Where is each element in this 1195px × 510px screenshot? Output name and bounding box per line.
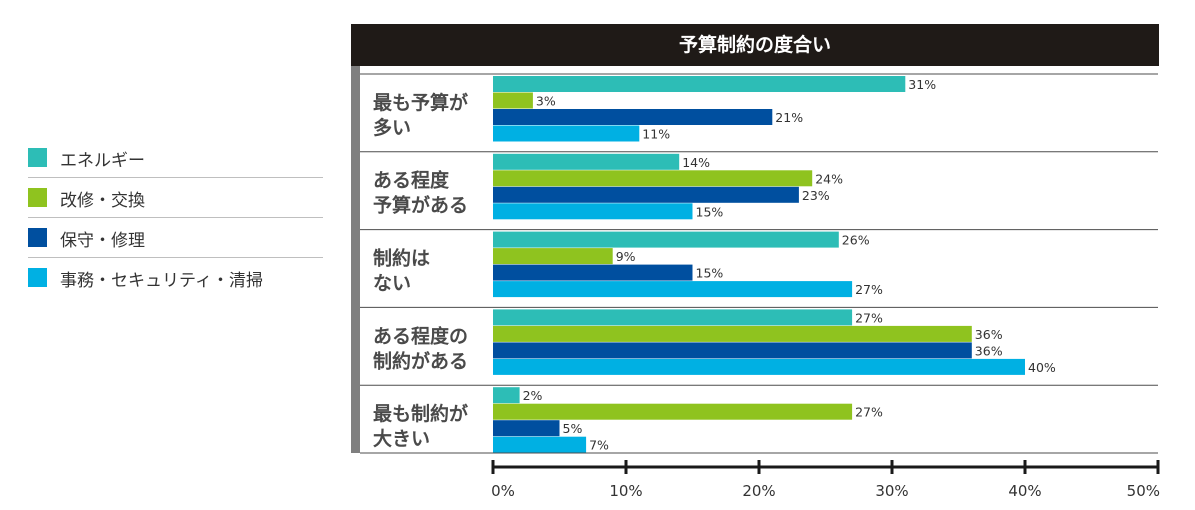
x-tick-label: 30%: [875, 482, 908, 500]
data-label: 9%: [616, 249, 636, 264]
category-label-line: 大きい: [373, 427, 430, 450]
data-label: 11%: [642, 127, 670, 142]
bar: [493, 342, 972, 359]
data-label: 24%: [815, 171, 843, 186]
bar: [493, 281, 853, 298]
data-label: 36%: [975, 327, 1003, 342]
legend: エネルギー 改修・交換 保守・修理 事務・セキュリティ・清掃: [28, 138, 323, 297]
bar: [493, 203, 693, 220]
legend-label-maintenance: 保守・修理: [60, 231, 145, 251]
bar: [493, 92, 533, 109]
data-label: 26%: [842, 233, 870, 248]
bar: [493, 325, 972, 342]
bar: [493, 153, 680, 170]
legend-label-renovation: 改修・交換: [60, 191, 145, 211]
bar: [493, 109, 773, 125]
bar: [493, 170, 813, 187]
data-label: 3%: [536, 94, 556, 109]
legend-swatch-maintenance: [28, 228, 47, 247]
category-label-line: 予算がある: [373, 194, 468, 217]
bar: [493, 125, 640, 142]
data-label: 14%: [682, 155, 710, 170]
bar: [493, 420, 560, 437]
bar: [493, 387, 520, 404]
category-label-line: 制約は: [373, 247, 430, 270]
category-label: 最も制約が大きい: [373, 402, 468, 450]
category-label: ある程度予算がある: [373, 169, 468, 217]
data-label: 7%: [589, 438, 609, 453]
bar: [493, 231, 839, 248]
legend-swatch-office-security-cleaning: [28, 268, 47, 287]
bar: [493, 436, 587, 453]
legend-label-energy: エネルギー: [60, 151, 145, 171]
category-label-line: 多い: [373, 116, 411, 139]
x-tick-label: 10%: [609, 482, 642, 500]
bar: [493, 403, 853, 420]
data-label: 5%: [563, 421, 583, 436]
data-label: 31%: [908, 77, 936, 92]
data-label: 27%: [855, 282, 883, 297]
data-label: 15%: [696, 204, 724, 219]
data-label: 40%: [1028, 360, 1056, 375]
category-label-line: 最も予算が: [373, 91, 468, 114]
bar: [493, 358, 1025, 375]
category-label-line: ある程度の: [373, 324, 468, 347]
bar: [493, 186, 799, 203]
category-label-line: ない: [373, 273, 411, 295]
bar: [493, 309, 853, 326]
category-label: ある程度の制約がある: [373, 324, 468, 372]
legend-item-office-security-cleaning: 事務・セキュリティ・清掃: [28, 258, 323, 297]
data-label: 15%: [696, 266, 724, 281]
x-tick-label: 0%: [491, 482, 515, 500]
panel-left-edge: [351, 66, 360, 453]
category-label: 最も予算が多い: [373, 91, 468, 139]
x-tick-label: 50%: [1127, 482, 1160, 500]
legend-swatch-renovation: [28, 188, 47, 207]
data-label: 27%: [855, 310, 883, 325]
category-label: 制約はない: [373, 247, 430, 295]
category-label-line: 最も制約が: [373, 402, 468, 425]
data-label: 2%: [523, 388, 543, 403]
legend-item-energy: エネルギー: [28, 138, 323, 178]
bar: [493, 264, 693, 281]
bar: [493, 76, 906, 92]
bar: [493, 248, 613, 265]
legend-item-maintenance: 保守・修理: [28, 218, 323, 258]
data-label: 36%: [975, 343, 1003, 358]
data-label: 21%: [775, 110, 803, 125]
legend-label-office-security-cleaning: 事務・セキュリティ・清掃: [60, 271, 263, 291]
category-label-line: ある程度: [373, 169, 450, 192]
x-tick-label: 20%: [742, 482, 775, 500]
legend-swatch-energy: [28, 148, 47, 167]
data-label: 23%: [802, 188, 830, 203]
x-tick-label: 40%: [1008, 482, 1041, 500]
legend-item-renovation: 改修・交換: [28, 178, 323, 218]
category-label-line: 制約がある: [373, 349, 468, 372]
chart-title: 予算制約の度合い: [351, 24, 1159, 66]
data-label: 27%: [855, 405, 883, 420]
